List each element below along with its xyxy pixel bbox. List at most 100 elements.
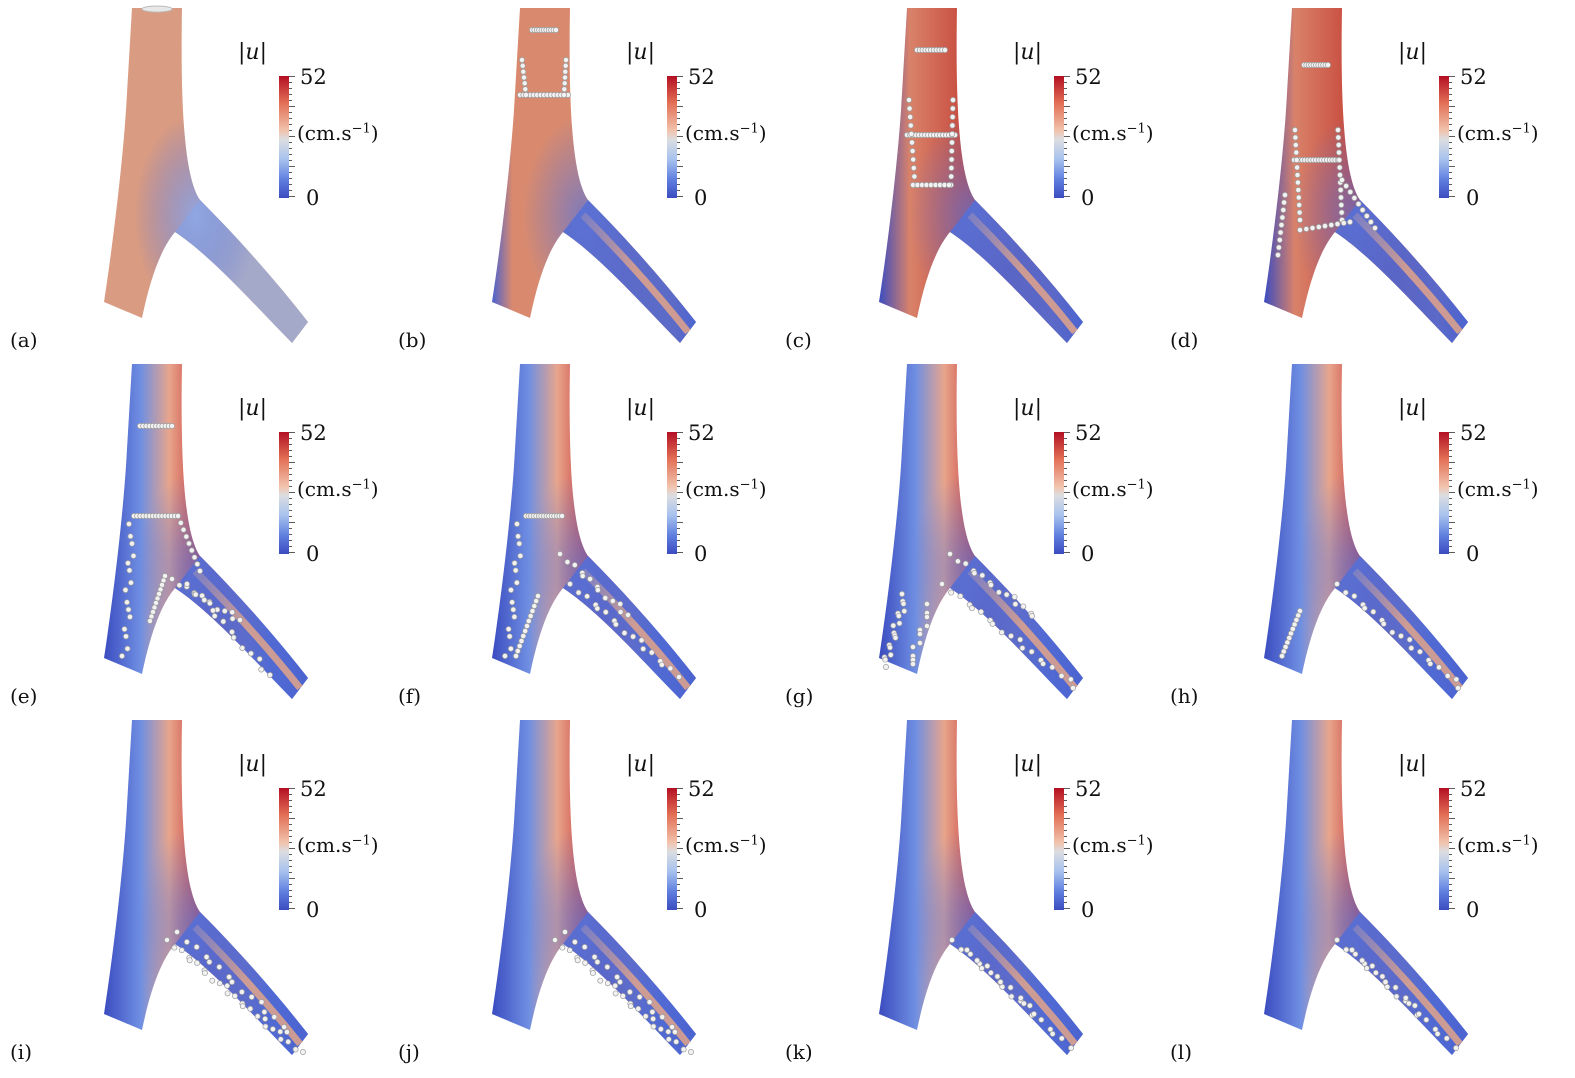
particle (566, 947, 573, 954)
particle (1436, 664, 1442, 671)
particle (949, 937, 955, 943)
particle (1363, 213, 1370, 219)
particle (1342, 589, 1349, 596)
particle (581, 944, 588, 950)
colorbar-ticks (1449, 788, 1455, 909)
particle (1369, 963, 1376, 969)
particle (911, 173, 918, 180)
particle (191, 554, 198, 561)
particle (602, 609, 609, 616)
particle (557, 551, 563, 557)
particle (1338, 202, 1345, 208)
colorbar-units: (cm.s−1) (297, 121, 379, 145)
particle (510, 606, 517, 613)
particle (1038, 1016, 1045, 1023)
particle (125, 560, 131, 567)
junction-shading (104, 720, 308, 1055)
particle (1049, 664, 1056, 671)
particle (998, 629, 1005, 636)
particle (256, 656, 263, 662)
particle (1008, 993, 1015, 1000)
particle (669, 1024, 676, 1030)
particle (210, 607, 216, 614)
panel-label: (c) (785, 328, 812, 352)
particle (617, 979, 623, 985)
particle (989, 620, 996, 627)
particle (896, 620, 903, 627)
particle (1336, 149, 1342, 156)
particle (130, 552, 137, 559)
panel-label: (d) (1170, 328, 1199, 352)
inlet-particles (141, 5, 173, 13)
particle (229, 979, 235, 985)
particle (1276, 237, 1283, 243)
particle (910, 156, 917, 163)
particle (284, 1029, 290, 1035)
particle (129, 540, 135, 547)
particle (1297, 217, 1303, 223)
particle (525, 618, 532, 624)
particle (121, 626, 128, 633)
particle (201, 597, 208, 603)
particle (194, 561, 201, 568)
particle (502, 653, 508, 659)
velocity-field-plot (492, 364, 696, 699)
particle (649, 1009, 656, 1015)
colorbar-max: 52 (1075, 65, 1102, 89)
particle (239, 645, 246, 651)
particle (281, 1024, 288, 1030)
colorbar-ticks (677, 76, 683, 197)
particle (964, 947, 970, 953)
particle (1280, 207, 1287, 213)
particle (1347, 189, 1354, 195)
particle (125, 606, 132, 613)
colorbar-max: 52 (1075, 421, 1102, 445)
particle (1370, 608, 1377, 615)
particle (1427, 660, 1434, 667)
colorbar-max: 52 (688, 65, 715, 89)
particle (995, 589, 1002, 596)
particle (515, 533, 522, 540)
panel-g: |u| 52 0 (cm.s−1) (g) (775, 356, 1161, 712)
particle (1384, 983, 1391, 990)
particle (635, 1005, 642, 1012)
particle (1351, 195, 1358, 201)
colorbar-max: 52 (688, 421, 715, 445)
particle (900, 600, 907, 607)
particle (1292, 127, 1298, 133)
junction-shading (104, 364, 308, 699)
particle (506, 633, 513, 640)
particle (562, 929, 568, 935)
particle (906, 97, 912, 103)
velocity-field-plot (1264, 720, 1468, 1055)
particle (642, 1013, 649, 1020)
particle (267, 672, 273, 678)
colorbar-min: 0 (694, 898, 708, 922)
particle (175, 513, 181, 519)
colorbar (1439, 432, 1449, 554)
colorbar-min: 0 (694, 186, 708, 210)
particle (535, 593, 541, 599)
particle (924, 601, 930, 607)
colorbar-title: |u| (1013, 396, 1042, 421)
particle (1392, 984, 1399, 991)
particle (186, 957, 193, 964)
colorbar-max: 52 (1075, 777, 1102, 801)
particle (954, 558, 961, 565)
particle (1372, 969, 1379, 976)
colorbar (667, 788, 677, 910)
velocity-field-plot (879, 364, 1083, 699)
particle (300, 1049, 306, 1055)
particle (209, 977, 216, 984)
particle (1040, 660, 1047, 667)
junction-shading (104, 8, 308, 343)
particle (224, 982, 231, 989)
particle (176, 582, 183, 589)
particle (1339, 177, 1345, 183)
particle (193, 944, 200, 950)
particle (1338, 194, 1344, 201)
particle (1338, 209, 1345, 216)
velocity-field-plot (1264, 8, 1468, 343)
particle (126, 567, 133, 574)
